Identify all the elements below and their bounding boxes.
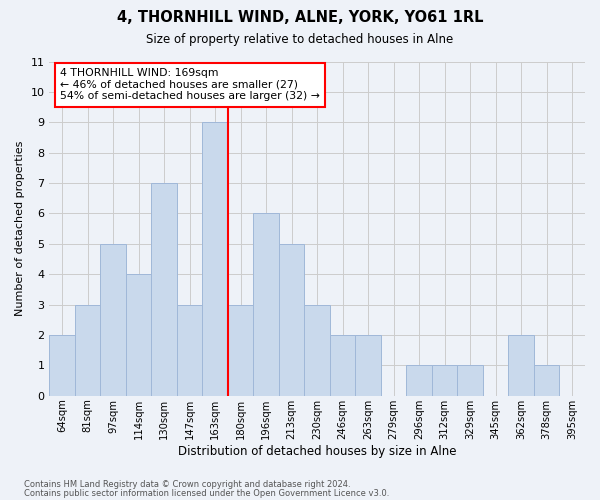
Text: Size of property relative to detached houses in Alne: Size of property relative to detached ho… <box>146 32 454 46</box>
Text: Contains HM Land Registry data © Crown copyright and database right 2024.: Contains HM Land Registry data © Crown c… <box>24 480 350 489</box>
Bar <box>508 335 534 396</box>
Bar <box>304 304 330 396</box>
X-axis label: Distribution of detached houses by size in Alne: Distribution of detached houses by size … <box>178 444 457 458</box>
Bar <box>202 122 228 396</box>
Bar <box>49 335 75 396</box>
Bar <box>534 366 559 396</box>
Bar <box>228 304 253 396</box>
Bar <box>126 274 151 396</box>
Bar <box>432 366 457 396</box>
Text: Contains public sector information licensed under the Open Government Licence v3: Contains public sector information licen… <box>24 489 389 498</box>
Bar <box>457 366 483 396</box>
Bar <box>75 304 100 396</box>
Y-axis label: Number of detached properties: Number of detached properties <box>15 141 25 316</box>
Bar <box>406 366 432 396</box>
Text: 4 THORNHILL WIND: 169sqm
← 46% of detached houses are smaller (27)
54% of semi-d: 4 THORNHILL WIND: 169sqm ← 46% of detach… <box>60 68 320 102</box>
Bar <box>177 304 202 396</box>
Bar <box>330 335 355 396</box>
Bar <box>151 183 177 396</box>
Bar <box>100 244 126 396</box>
Text: 4, THORNHILL WIND, ALNE, YORK, YO61 1RL: 4, THORNHILL WIND, ALNE, YORK, YO61 1RL <box>117 10 483 25</box>
Bar <box>279 244 304 396</box>
Bar <box>253 214 279 396</box>
Bar <box>355 335 381 396</box>
